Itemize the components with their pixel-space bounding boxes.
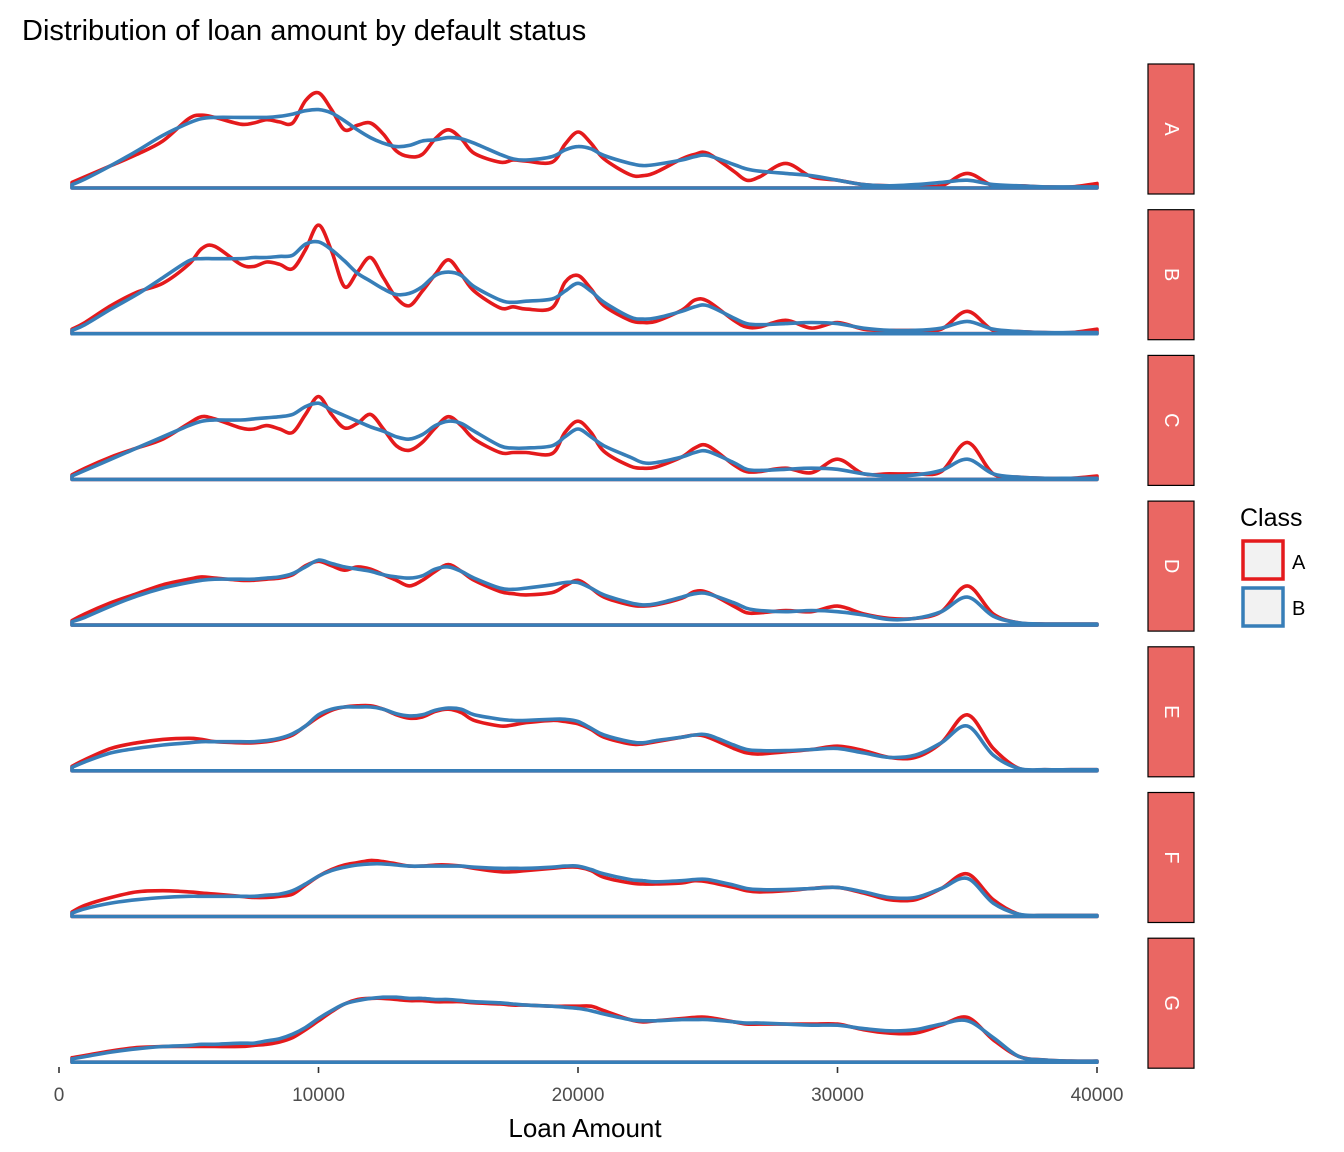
density-line-a-b: [70, 107, 1099, 190]
x-tick-label: 40000: [1071, 1085, 1124, 1106]
facet-strip-a: A: [1147, 63, 1195, 195]
facet-strip-e: E: [1147, 646, 1195, 778]
legend-key-a: [1241, 539, 1285, 581]
legend-key-b: [1241, 586, 1285, 628]
x-axis-title: Loan Amount: [508, 1113, 662, 1143]
density-line-f-b: [70, 861, 1099, 919]
legend-title: Class: [1240, 504, 1303, 532]
facet-strip-label-e: E: [1160, 705, 1182, 718]
facet-strip-box-b: [1147, 209, 1195, 341]
facet-panels: A B C D E F G: [70, 63, 1195, 1069]
facet-strip-f: F: [1147, 791, 1195, 924]
density-line-a-a: [70, 90, 1099, 190]
density-line-c-b: [70, 401, 1099, 482]
density-line-g-b: [70, 995, 1099, 1064]
x-tick-label: 20000: [552, 1085, 605, 1106]
facet-strip-box-e: [1147, 646, 1195, 778]
facet-panel-g: G: [70, 937, 1195, 1069]
facet-strip-box-a: [1147, 63, 1195, 195]
facet-panel-b: B: [70, 209, 1195, 341]
density-line-b-a: [70, 223, 1099, 336]
facet-strip-label-g: G: [1160, 995, 1182, 1011]
facet-strip-box-c: [1147, 354, 1195, 486]
facet-panel-e: E: [70, 646, 1195, 778]
facet-panel-a: A: [70, 63, 1195, 195]
facet-strip-label-f: F: [1160, 851, 1182, 863]
density-line-e-b: [70, 705, 1099, 773]
facet-strip-label-b: B: [1160, 268, 1182, 281]
x-axis: 0 10000 20000 30000 40000: [54, 1067, 1124, 1106]
density-line-d-b: [70, 558, 1099, 627]
legend-item-a[interactable]: A: [1241, 539, 1306, 581]
density-line-e-a: [70, 703, 1099, 773]
facet-strip-label-c: C: [1160, 413, 1182, 427]
facet-strip-b: B: [1147, 209, 1195, 341]
x-tick-label: 0: [54, 1085, 65, 1106]
facet-panel-c: C: [70, 354, 1195, 486]
density-line-d-a: [70, 559, 1099, 627]
facet-panel-f: F: [70, 791, 1195, 924]
facet-strip-box-g: [1147, 937, 1195, 1069]
facet-strip-box-d: [1147, 500, 1195, 632]
facet-strip-box-f: [1147, 791, 1195, 924]
facet-strip-g: G: [1147, 937, 1195, 1069]
legend-label-a: A: [1292, 552, 1306, 574]
facet-strip-label-d: D: [1160, 559, 1182, 573]
chart-title: Distribution of loan amount by default s…: [22, 15, 586, 47]
x-tick-label: 10000: [292, 1085, 345, 1106]
legend: Class A B: [1240, 504, 1306, 628]
facet-panel-d: D: [70, 500, 1195, 632]
facet-strip-c: C: [1147, 354, 1195, 486]
facet-strip-label-a: A: [1160, 122, 1182, 136]
legend-item-b[interactable]: B: [1241, 586, 1305, 628]
density-line-c-a: [70, 394, 1099, 482]
legend-label-b: B: [1292, 598, 1305, 620]
density-line-b-b: [70, 239, 1099, 336]
x-tick-label: 30000: [811, 1085, 864, 1106]
facet-strip-d: D: [1147, 500, 1195, 632]
